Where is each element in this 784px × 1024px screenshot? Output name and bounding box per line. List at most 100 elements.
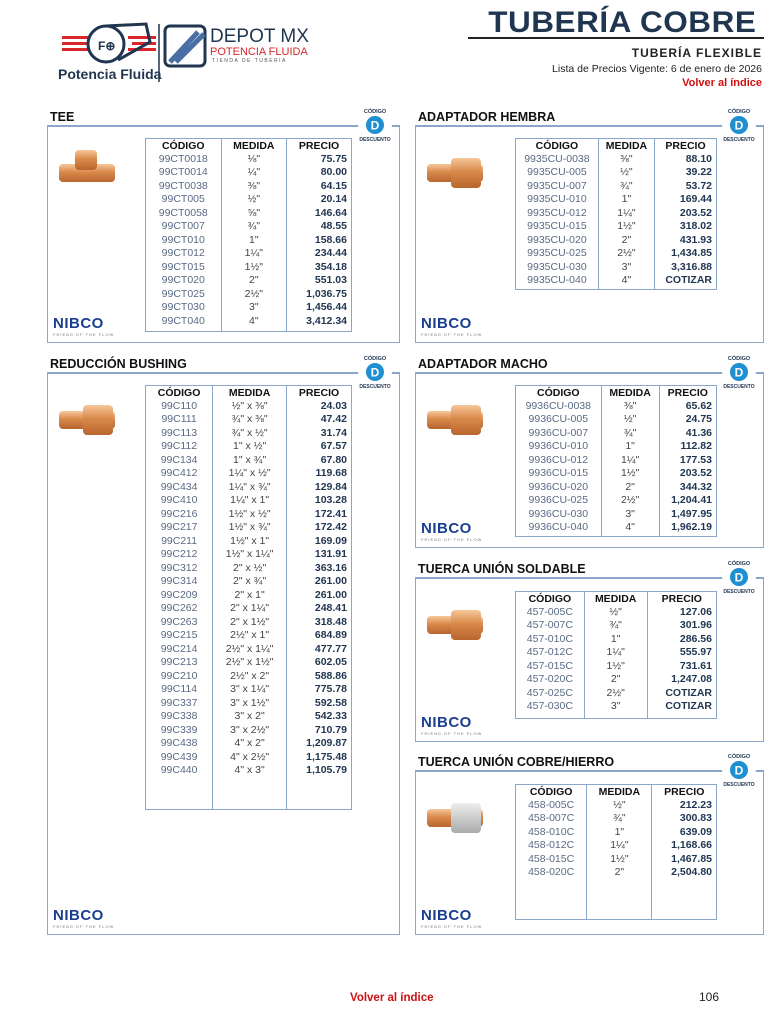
product-price: 65.62 [685, 399, 712, 412]
section-title: TEE [50, 110, 75, 124]
product-size: 1½" [220, 260, 288, 274]
product-code: 99C217 [160, 521, 198, 533]
product-size: ¾" [600, 426, 660, 440]
price-table: CÓDIGO MEDIDA PRECIO 99C110 ½" x ⅜" 24.0… [145, 385, 352, 810]
product-size: 3" x 1½" [212, 696, 288, 710]
product-price: 177.53 [679, 453, 712, 466]
product-code: 457-010C [526, 632, 573, 645]
product-price: 39.22 [685, 166, 712, 178]
product-code: 9936CU-030 [528, 507, 589, 520]
product-size: 4" [220, 314, 288, 328]
table-row: 99C216 1½" x ½" 172.41 [146, 507, 352, 521]
product-image-union [423, 602, 485, 648]
product-price: 48.55 [320, 220, 347, 232]
product-size: ¾" x ½" [212, 426, 288, 440]
product-code: 99CT040 [161, 314, 205, 327]
product-code: 99C113 [161, 426, 198, 439]
column-header-size: MEDIDA [597, 138, 655, 153]
product-code: 9935CU-015 [527, 220, 587, 232]
column-header-price: PRECIO [667, 386, 708, 399]
product-price: 67.57 [320, 440, 347, 452]
product-code: 99C262 [160, 602, 198, 614]
product-price: 710.79 [314, 723, 347, 736]
product-code: 99C209 [160, 588, 198, 601]
product-code: 9935CU-040 [527, 274, 587, 286]
price-list-date: Lista de Precios Vigente: 6 de enero de … [552, 63, 762, 75]
table-row: 99C111 ¾" x ⅜" 47.42 [146, 413, 352, 427]
product-price: 588.86 [314, 669, 347, 682]
table-row: 9936CU-007 ¾" 41.36 [516, 426, 717, 440]
table-row: 458-007C ¾" 300.83 [516, 812, 717, 826]
table-row: 99CT0038 ⅜" 64.15 [146, 179, 352, 193]
table-row: 99C434 1¼" x ¾" 129.84 [146, 480, 352, 494]
product-code: 9935CU-0038 [524, 152, 590, 165]
table-row: 99CT020 2" 551.03 [146, 274, 352, 288]
product-size: 1¼" [586, 839, 653, 853]
column-header-code: CÓDIGO [537, 386, 580, 399]
back-to-index-link-top[interactable]: Volver al índice [682, 77, 762, 89]
product-code: 458-007C [528, 812, 575, 824]
product-code: 99C312 [160, 561, 198, 574]
table-row: 457-012C 1¼" 555.97 [516, 646, 717, 660]
nibco-logo: NIBCO FRIEND OF THE FLOW [53, 315, 114, 337]
back-to-index-link-bottom[interactable]: Volver al índice [350, 992, 434, 1004]
table-row: 9936CU-030 3" 1,497.95 [516, 507, 717, 521]
product-size: 1½" x 1¼" [212, 548, 288, 562]
nibco-name: NIBCO [421, 315, 472, 332]
product-size: 2½" x 1½" [212, 656, 288, 670]
logo-right-line1: DEPOT MX [210, 26, 309, 47]
product-code: 99C210 [160, 669, 198, 682]
product-code: 458-010C [528, 825, 575, 838]
product-size: 1¼" [600, 453, 660, 467]
product-price: 300.83 [679, 812, 712, 824]
product-price: 80.00 [320, 166, 347, 178]
price-table: CÓDIGO MEDIDA PRECIO 9936CU-0038 ⅜" 65.6… [515, 385, 717, 537]
table-row: 99C312 2" x ½" 363.16 [146, 561, 352, 575]
product-price: COTIZAR [665, 686, 712, 699]
product-price: 169.09 [314, 534, 347, 547]
product-size: 1½" [597, 220, 655, 234]
table-row: 458-015C 1½" 1,467.85 [516, 852, 717, 866]
table-row: 99C112 1" x ½" 67.57 [146, 440, 352, 454]
table-row: 99C263 2" x 1½" 318.48 [146, 615, 352, 629]
product-code: 99C412 [160, 467, 198, 479]
product-code: 9936CU-007 [528, 426, 589, 439]
product-price: 542.33 [314, 710, 347, 722]
product-image-bushing [55, 397, 117, 443]
product-size: ½" [600, 413, 660, 427]
product-price: 1,497.95 [671, 507, 712, 520]
product-price: COTIZAR [665, 274, 712, 286]
product-price: 67.80 [320, 453, 347, 466]
product-size: 3" [600, 507, 660, 521]
product-code: 99CT005 [161, 193, 205, 205]
product-size: 2" x 1½" [212, 615, 288, 629]
table-row: 99CT030 3" 1,456.44 [146, 301, 352, 315]
page-number: 106 [699, 990, 720, 1004]
svg-text:D: D [735, 119, 744, 133]
product-code: 9935CU-025 [527, 247, 587, 259]
product-code: 99CT020 [161, 274, 205, 286]
table-row: 457-020C 2" 1,247.08 [516, 673, 717, 687]
product-code: 99CT0018 [158, 152, 208, 165]
column-header-price: PRECIO [664, 785, 705, 798]
product-code: 99C216 [160, 507, 198, 520]
product-code: 457-007C [526, 619, 573, 631]
table-row: 457-030C 3" COTIZAR [516, 700, 717, 714]
product-code: 9935CU-012 [527, 206, 587, 219]
nibco-logo: NIBCO FRIEND OF THE FLOW [421, 520, 482, 542]
table-row: 9935CU-007 ¾" 53.72 [516, 179, 717, 193]
price-table: CÓDIGO MEDIDA PRECIO 99CT0018 ⅛" 75.75 9… [145, 138, 352, 332]
product-size: 1¼" [597, 206, 655, 220]
product-code: 99C439 [160, 750, 198, 763]
product-price: 261.00 [314, 588, 347, 601]
table-row: 99C339 3" x 2½" 710.79 [146, 723, 352, 737]
product-price: 103.28 [314, 494, 347, 506]
product-code: 99C438 [160, 737, 198, 749]
product-price: 318.48 [314, 615, 347, 628]
product-code: 9935CU-005 [527, 166, 587, 178]
product-code: 99CT007 [161, 220, 205, 232]
product-price: 1,467.85 [671, 852, 712, 865]
discount-code-badge: D CÓDIGO DESCUENTO [720, 557, 758, 595]
svg-text:D: D [735, 571, 744, 585]
product-price: 119.68 [315, 467, 347, 479]
